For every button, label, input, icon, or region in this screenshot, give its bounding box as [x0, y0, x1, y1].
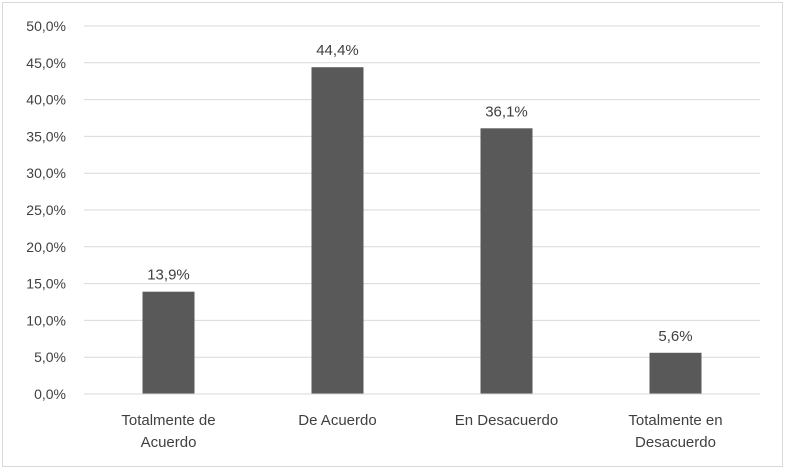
category-label-line: Totalmente en: [628, 412, 722, 429]
y-tick-label: 15,0%: [26, 276, 66, 292]
category-label-line: De Acuerdo: [298, 412, 376, 429]
y-tick-label: 35,0%: [26, 128, 66, 144]
y-tick-label: 20,0%: [26, 239, 66, 255]
y-tick-label: 5,0%: [34, 349, 66, 365]
category-label-line: Totalmente de: [121, 412, 215, 429]
category-label: Totalmente en Desacuerdo: [628, 412, 722, 451]
y-tick-label: 30,0%: [26, 165, 66, 181]
data-label: 13,9%: [147, 267, 190, 284]
y-tick-label: 50,0%: [26, 18, 66, 34]
gridlines: [84, 25, 760, 358]
category-label-line: En Desacuerdo: [455, 412, 558, 429]
y-tick-label: 40,0%: [26, 92, 66, 108]
y-axis-tick-labels: 0,0% 5,0% 10,0% 15,0% 20,0% 25,0% 30,0% 35,0% 40…: [26, 18, 66, 402]
bars: [142, 67, 702, 394]
data-label: 44,4%: [316, 42, 359, 59]
y-tick-label: 25,0%: [26, 202, 66, 218]
data-label: 36,1%: [485, 103, 528, 120]
category-label: De Acuerdo: [298, 412, 376, 429]
y-tick-label: 45,0%: [26, 55, 66, 71]
data-labels: 13,9% 44,4% 36,1% 5,6%: [147, 42, 692, 345]
data-label: 5,6%: [658, 328, 692, 345]
category-labels: Totalmente de Acuerdo De Acuerdo En Desacue…: [121, 412, 722, 451]
category-label: Totalmente de Acuerdo: [121, 412, 215, 451]
y-tick-label: 0,0%: [34, 386, 66, 402]
y-tick-label: 10,0%: [26, 312, 66, 328]
category-label: En Desacuerdo: [455, 412, 558, 429]
bar: [649, 352, 702, 394]
bar: [480, 128, 533, 394]
category-label-line: Desacuerdo: [635, 434, 716, 451]
bar: [142, 291, 195, 394]
category-label-line: Acuerdo: [141, 434, 197, 451]
bar: [311, 67, 364, 394]
